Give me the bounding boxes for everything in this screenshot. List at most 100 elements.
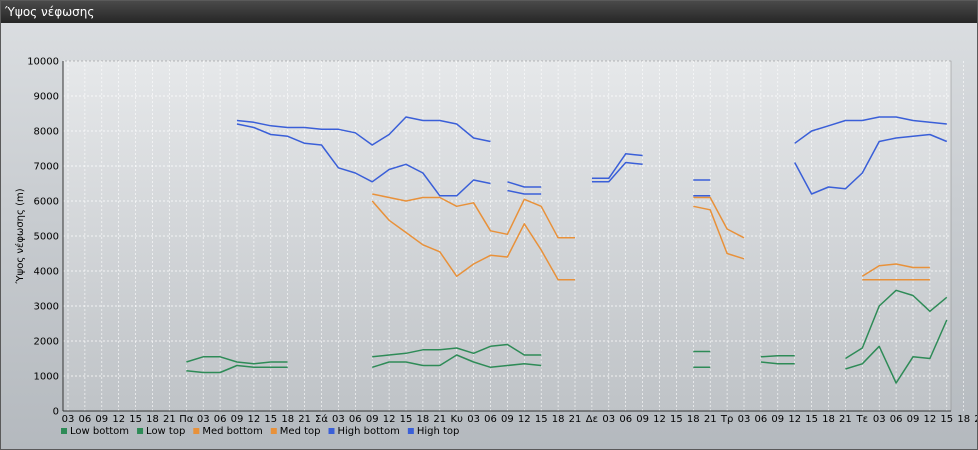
x-tick-label: Τρ [720,414,733,425]
legend-swatch [193,428,200,434]
series-high-top [236,116,947,188]
x-tick-label: 18 [957,414,970,425]
legend-label: Low bottom [70,426,129,437]
series-line [693,196,745,239]
legend-label: Low top [146,426,185,437]
x-tick-label: 15 [535,414,548,425]
legend-label: Med top [280,426,321,437]
x-tick-label: 15 [400,414,413,425]
x-tick-label: 18 [687,414,700,425]
x-tick-label: 21 [163,414,176,425]
series-line [236,116,491,146]
x-tick-label: 09 [501,414,514,425]
axes: 0 1000 2000 3000 4000 5000 6000 7000 8000 9000 100… [27,57,977,426]
x-tick-label: 18 [417,414,430,425]
series-line [507,189,542,195]
series-line [845,289,948,360]
x-tick-label: 06 [890,414,903,425]
y-tick-label: 3000 [34,302,59,313]
x-tick-label: 06 [755,414,768,425]
x-tick-label: 09 [771,414,784,425]
x-tick-label: 12 [788,414,801,425]
x-tick-label: 21 [974,414,977,425]
y-tick-label: 8000 [34,127,59,138]
x-tick-label: 15 [940,414,953,425]
series-line [794,116,947,144]
legend-label: Med bottom [202,426,262,437]
x-tick-label: 12 [248,414,261,425]
x-tick-label: 06 [349,414,362,425]
x-tick-label: 03 [873,414,886,425]
x-tick-label: 03 [738,414,751,425]
series-line [861,263,930,277]
x-tick-label: 06 [214,414,227,425]
x-tick-label: 03 [467,414,480,425]
legend-label: High top [417,426,460,437]
series-high-bottom [236,123,948,197]
series-line [760,354,795,358]
x-tick-label: 09 [95,414,108,425]
series-line [507,181,542,188]
series-line [591,161,643,183]
x-tick-label: 03 [332,414,345,425]
legend-item: Med top [270,426,321,437]
x-tick-label: 06 [484,414,497,425]
legend-swatch [61,428,67,434]
series-line [372,343,542,358]
x-tick-label: 09 [366,414,379,425]
y-tick-label: 1000 [34,372,59,383]
x-tick-label: 21 [433,414,446,425]
series-line [372,193,575,239]
series-line [236,123,491,197]
x-tick-label: 15 [805,414,818,425]
series-line [591,153,643,180]
x-tick-label: 18 [281,414,294,425]
x-tick-label: 15 [129,414,142,425]
cloud-height-chart: 0 1000 2000 3000 4000 5000 6000 7000 8000 9000 100… [14,57,977,438]
y-tick-label: 9000 [34,92,59,103]
x-tick-label: 09 [907,414,920,425]
series-med-bottom [371,200,930,281]
x-tick-label: 09 [231,414,244,425]
y-tick-label: 7000 [34,162,59,173]
x-tick-label: 06 [619,414,632,425]
x-tick-label: 12 [653,414,666,425]
x-tick-label: 21 [298,414,311,425]
x-tick-label: 21 [569,414,582,425]
window-title: Ύψος νέφωσης [1,1,977,23]
legend-swatch [328,428,335,434]
series-layer [186,116,948,384]
x-tick-label: Πα [179,414,194,425]
series-line [371,354,542,369]
x-tick-label: 15 [670,414,683,425]
legend-item: High top [407,426,460,437]
series-med-top [372,193,930,277]
x-tick-label: Τε [856,414,869,425]
y-tick-label: 0 [53,407,59,418]
x-tick-label: 12 [112,414,125,425]
x-tick-label: 12 [383,414,396,425]
series-line [845,319,948,384]
x-tick-label: 03 [62,414,75,425]
y-tick-label: 2000 [34,337,59,348]
x-tick-label: 15 [264,414,277,425]
x-tick-label: 18 [552,414,565,425]
legend-item: High bottom [328,426,400,437]
x-tick-label: 06 [79,414,92,425]
x-tick-label: Σά [315,413,328,425]
series-line [186,356,288,365]
legend-swatch [137,428,144,434]
y-tick-label: 4000 [34,267,59,278]
y-tick-label: 10000 [27,57,59,68]
series-line [693,205,745,260]
y-tick-label: 6000 [34,197,59,208]
series-line [186,364,288,374]
legend-item: Med bottom [193,426,263,437]
x-tick-label: 03 [197,414,210,425]
series-line [371,200,575,281]
x-tick-label: 12 [924,414,937,425]
x-tick-label: 12 [518,414,531,425]
legend-item: Low top [137,426,185,437]
legend-swatch [407,428,414,434]
